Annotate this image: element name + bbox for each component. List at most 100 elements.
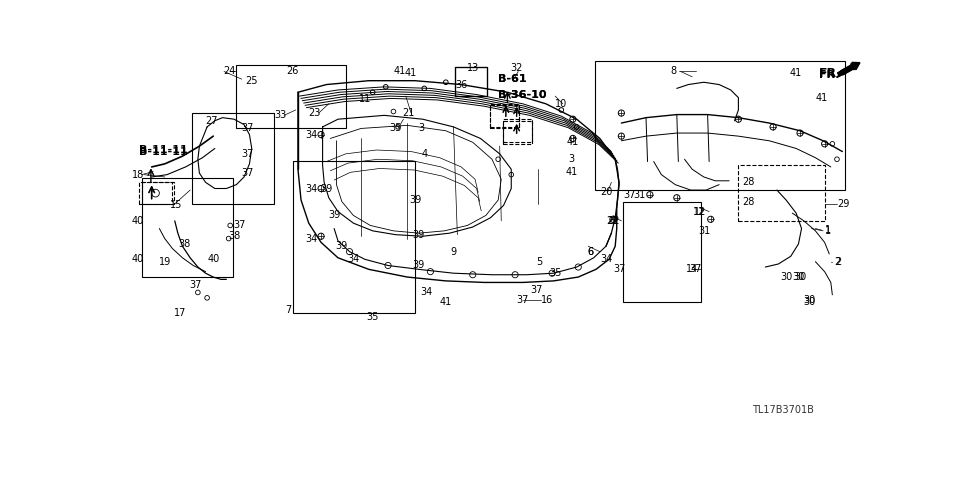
Bar bbox=[236, 65, 346, 129]
Text: 39: 39 bbox=[328, 210, 340, 220]
Text: 37: 37 bbox=[689, 264, 702, 275]
Text: 2: 2 bbox=[835, 257, 842, 267]
Text: 39: 39 bbox=[321, 183, 332, 193]
Bar bbox=[623, 203, 702, 302]
Text: 6: 6 bbox=[588, 247, 593, 257]
Text: 34: 34 bbox=[420, 288, 433, 298]
Text: B-11-11: B-11-11 bbox=[139, 145, 188, 155]
Bar bbox=[490, 104, 519, 127]
Text: 1: 1 bbox=[825, 226, 830, 236]
Text: 41: 41 bbox=[815, 93, 828, 103]
Text: 34: 34 bbox=[348, 254, 360, 264]
Text: 10: 10 bbox=[555, 99, 567, 109]
Text: TL17B3701B: TL17B3701B bbox=[752, 405, 814, 415]
Text: 33: 33 bbox=[275, 110, 286, 120]
Bar bbox=[595, 60, 846, 190]
Text: 40: 40 bbox=[132, 254, 144, 264]
Text: 31: 31 bbox=[634, 190, 646, 200]
Text: FR.: FR. bbox=[819, 70, 840, 80]
Text: 41: 41 bbox=[405, 68, 418, 78]
Text: 1: 1 bbox=[825, 225, 830, 235]
Text: 41: 41 bbox=[566, 137, 579, 147]
Text: FR.: FR. bbox=[819, 67, 842, 80]
Text: 37: 37 bbox=[612, 264, 625, 275]
Text: 39: 39 bbox=[413, 230, 425, 240]
Text: 21: 21 bbox=[402, 108, 415, 118]
Text: 34: 34 bbox=[305, 234, 317, 243]
Text: B-36-10: B-36-10 bbox=[498, 90, 546, 99]
Text: 23: 23 bbox=[309, 108, 321, 118]
Bar bbox=[490, 105, 519, 129]
Bar bbox=[142, 179, 232, 277]
Text: 30: 30 bbox=[804, 295, 815, 305]
Text: 41: 41 bbox=[440, 297, 452, 307]
Text: 18: 18 bbox=[132, 169, 144, 180]
FancyArrow shape bbox=[837, 64, 857, 76]
Text: 28: 28 bbox=[742, 177, 755, 187]
Text: 35: 35 bbox=[550, 268, 563, 278]
Text: 2: 2 bbox=[834, 257, 840, 267]
Text: 17: 17 bbox=[174, 308, 186, 318]
Bar bbox=[455, 67, 488, 96]
Text: 30: 30 bbox=[780, 272, 792, 282]
Bar bbox=[503, 119, 532, 142]
Text: 35: 35 bbox=[367, 312, 379, 322]
Text: 8: 8 bbox=[670, 66, 676, 76]
Text: 39: 39 bbox=[409, 195, 421, 205]
Text: 38: 38 bbox=[228, 231, 240, 241]
Text: 19: 19 bbox=[158, 257, 171, 267]
Text: B-61: B-61 bbox=[498, 74, 527, 84]
Bar bbox=[738, 166, 825, 221]
Bar bbox=[139, 182, 172, 204]
Text: 30: 30 bbox=[792, 272, 804, 282]
Text: 40: 40 bbox=[132, 216, 144, 226]
Text: 39: 39 bbox=[413, 261, 425, 271]
Text: 12: 12 bbox=[694, 206, 707, 216]
Text: 37: 37 bbox=[242, 149, 254, 159]
Text: 9: 9 bbox=[450, 247, 457, 257]
Text: 12: 12 bbox=[693, 206, 706, 216]
Text: 41: 41 bbox=[790, 68, 803, 78]
Text: 30: 30 bbox=[804, 298, 815, 308]
Text: 41: 41 bbox=[565, 167, 577, 177]
Text: B-36-10: B-36-10 bbox=[498, 90, 546, 99]
Text: 6: 6 bbox=[588, 247, 593, 257]
Text: 3: 3 bbox=[419, 123, 424, 133]
Text: 34: 34 bbox=[600, 254, 612, 264]
Text: 22: 22 bbox=[608, 216, 620, 226]
Text: 27: 27 bbox=[205, 116, 218, 126]
Text: 11: 11 bbox=[359, 94, 372, 104]
Text: 36: 36 bbox=[455, 80, 468, 90]
Text: 40: 40 bbox=[207, 254, 220, 264]
Text: 37: 37 bbox=[516, 295, 528, 305]
Text: 13: 13 bbox=[467, 63, 479, 73]
FancyArrow shape bbox=[840, 62, 860, 75]
Text: 32: 32 bbox=[511, 63, 523, 73]
Bar bbox=[455, 67, 488, 96]
Text: 30: 30 bbox=[794, 272, 806, 282]
Text: 28: 28 bbox=[742, 197, 755, 207]
Text: 26: 26 bbox=[286, 66, 299, 76]
Bar bbox=[142, 182, 174, 204]
Text: 16: 16 bbox=[540, 295, 553, 305]
Text: 20: 20 bbox=[600, 187, 612, 197]
Text: 31: 31 bbox=[698, 226, 710, 236]
Bar bbox=[294, 161, 415, 313]
Text: 37: 37 bbox=[189, 280, 202, 290]
Text: 35: 35 bbox=[390, 123, 402, 133]
Text: 29: 29 bbox=[837, 199, 850, 209]
Bar bbox=[503, 121, 532, 144]
Text: 38: 38 bbox=[178, 239, 190, 249]
Text: 41: 41 bbox=[394, 66, 406, 76]
Bar bbox=[192, 113, 275, 204]
Text: 25: 25 bbox=[246, 76, 258, 86]
Text: 37: 37 bbox=[242, 168, 254, 178]
Text: 14: 14 bbox=[686, 264, 698, 275]
Text: 37: 37 bbox=[623, 190, 636, 200]
Text: B-61: B-61 bbox=[498, 74, 527, 84]
Text: 37: 37 bbox=[242, 123, 254, 133]
Text: 22: 22 bbox=[606, 216, 618, 226]
Text: 4: 4 bbox=[422, 149, 428, 159]
Text: 34: 34 bbox=[305, 183, 317, 193]
Text: 15: 15 bbox=[170, 201, 182, 210]
